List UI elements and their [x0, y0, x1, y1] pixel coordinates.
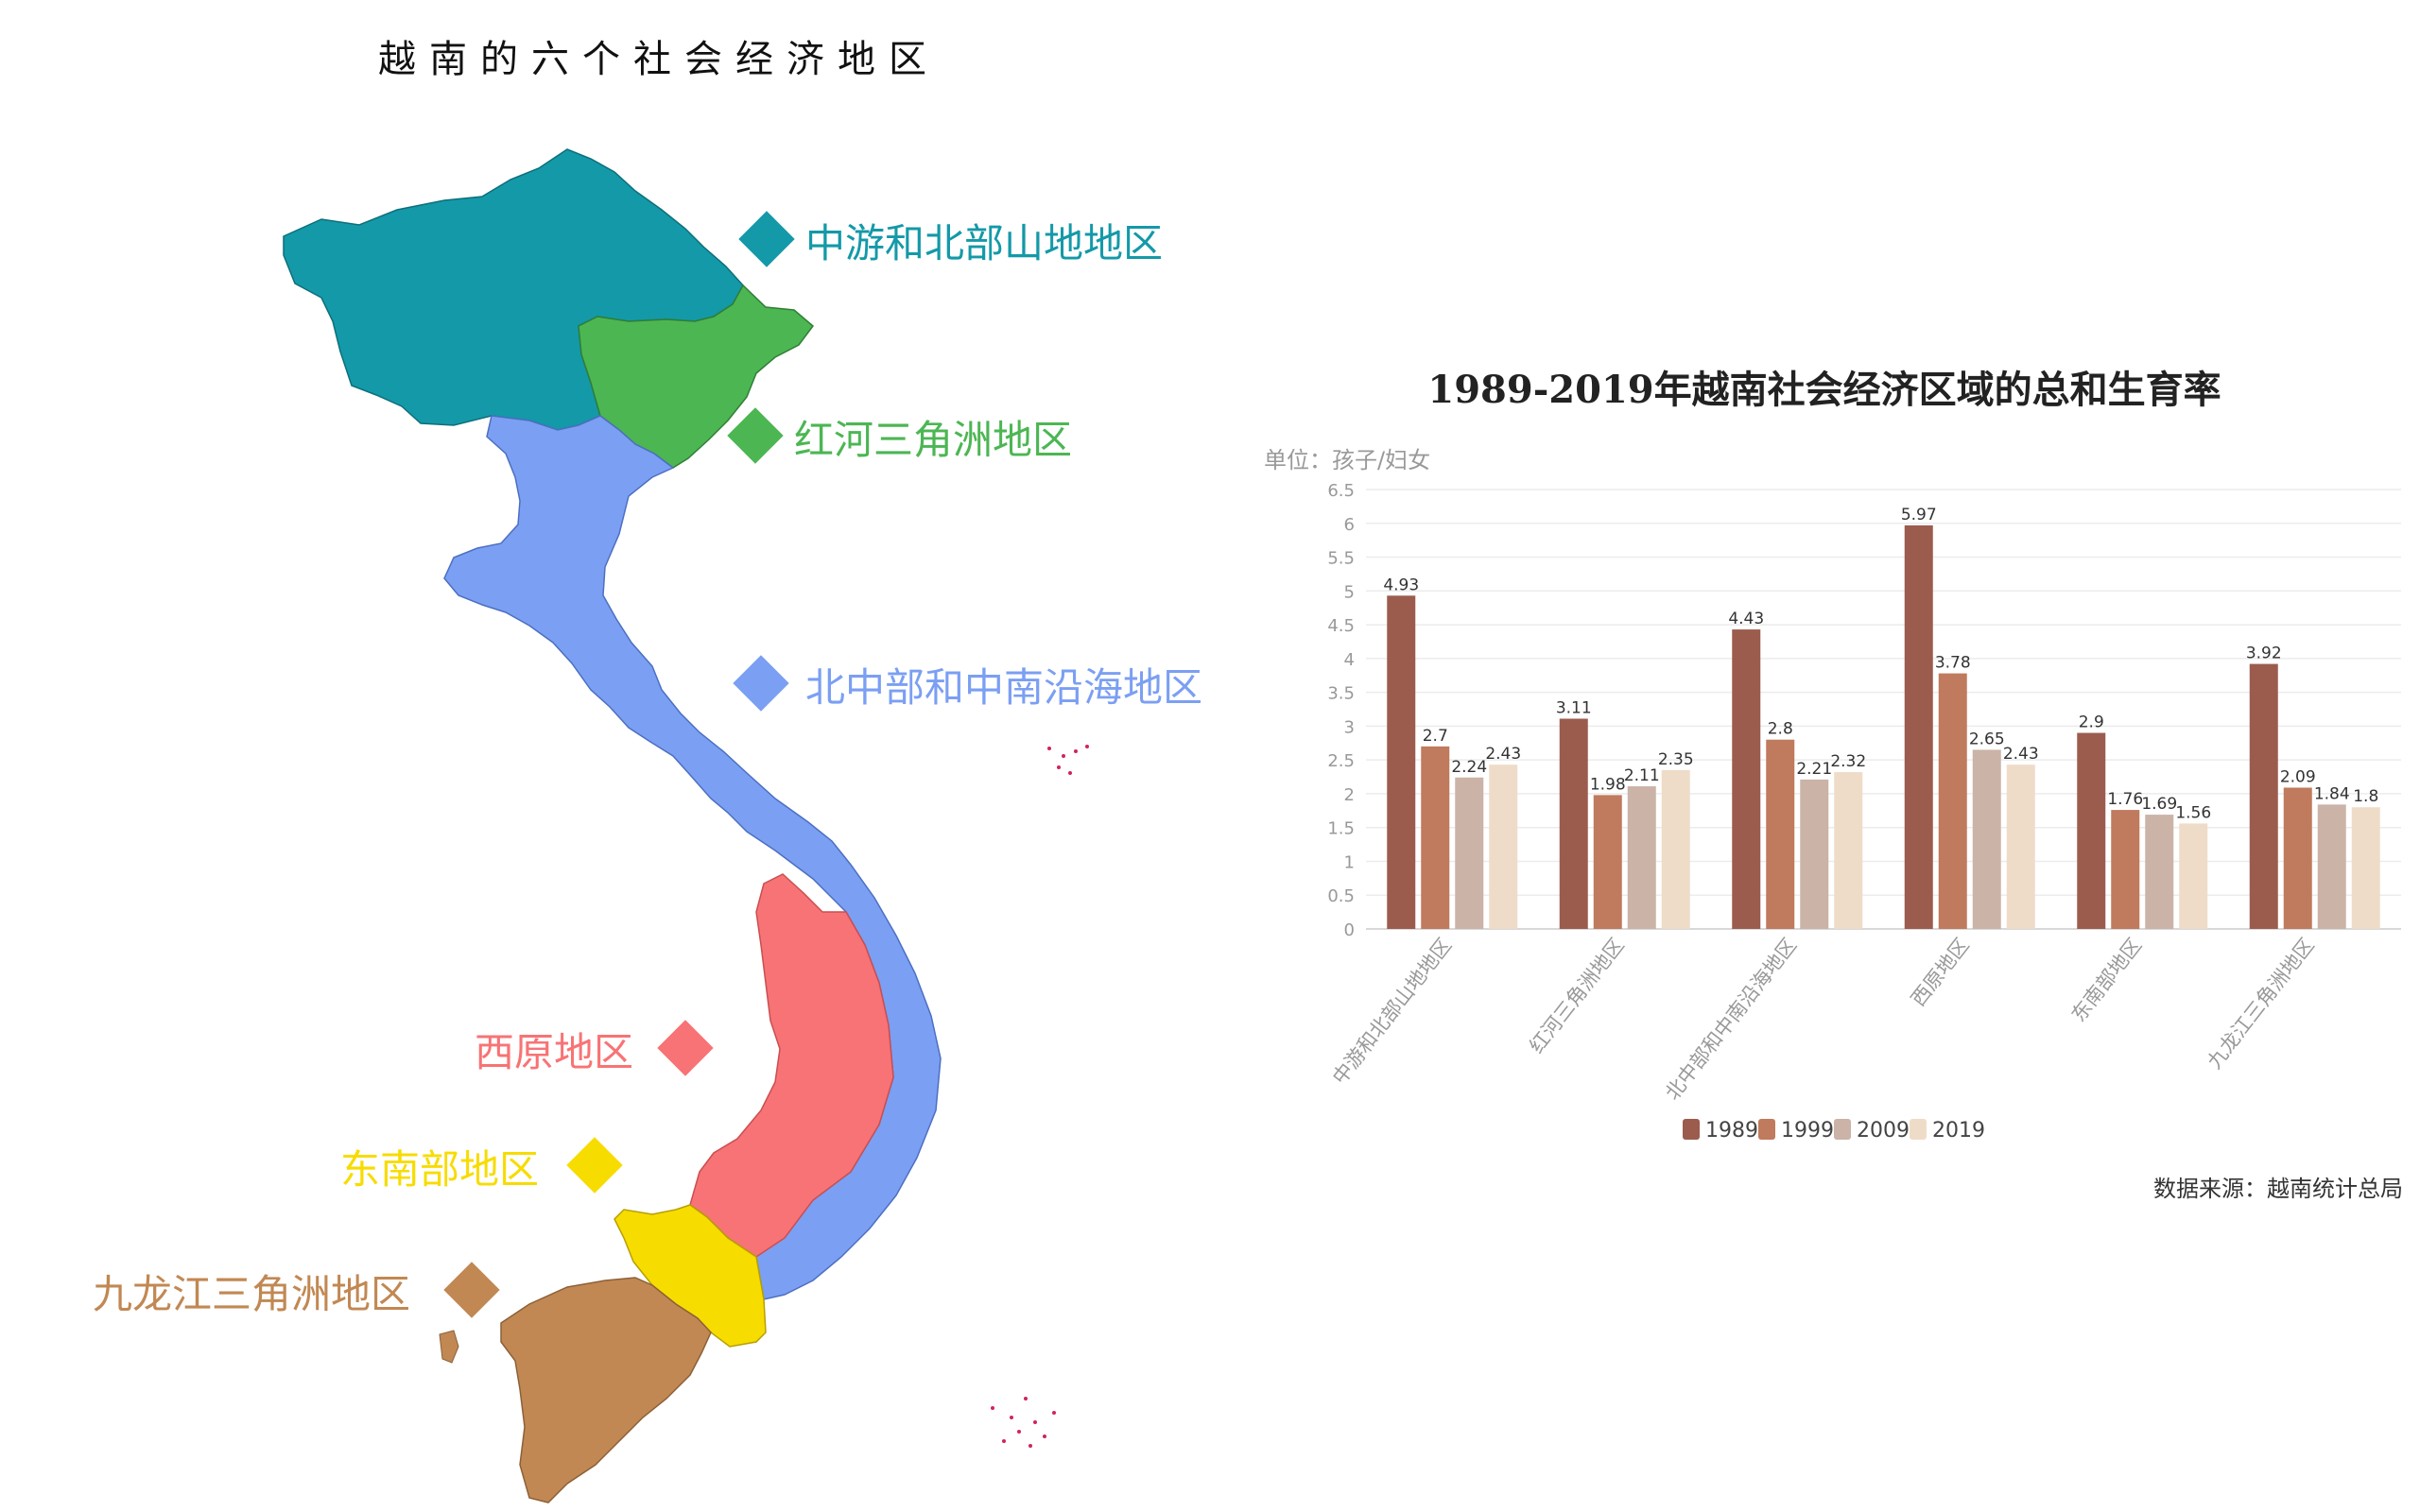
bar-1989[interactable] [2249, 663, 2278, 929]
x-tick-label: 东南部地区 [2067, 934, 2147, 1026]
x-tick-label: 北中部和中南沿海地区 [1661, 934, 1801, 1104]
legend-swatch-2009[interactable] [1834, 1119, 1851, 1140]
region-label-central-highlands: 西原地区 [475, 1029, 634, 1075]
y-axis-unit-label: 单位：孩子/妇女 [1264, 447, 1430, 473]
bar-1999[interactable] [2111, 810, 2140, 929]
x-tick-label: 西原地区 [1907, 934, 1974, 1010]
map-region-north-central-coast[interactable] [443, 415, 942, 1300]
y-tick-label: 6.5 [1327, 481, 1355, 501]
bar-2009[interactable] [2317, 804, 2346, 929]
bar-2009[interactable] [1455, 777, 1484, 929]
region-label-red-river-delta: 红河三角洲地区 [794, 417, 1073, 463]
y-tick-label: 0.5 [1327, 886, 1355, 906]
data-label: 2.9 [2079, 713, 2104, 732]
data-label: 1.56 [2175, 803, 2211, 822]
region-label-north-central-coast: 北中部和中南沿海地区 [805, 664, 1203, 711]
x-tick-label: 中游和北部山地地区 [1328, 934, 1456, 1089]
map-region-mekong-delta[interactable] [500, 1277, 712, 1503]
region-label-northern-midlands: 中游和北部山地地区 [805, 220, 1164, 266]
x-tick-label: 红河三角洲地区 [1525, 934, 1628, 1057]
bar-2009[interactable] [1972, 749, 2001, 929]
y-tick-label: 3.5 [1327, 684, 1355, 704]
region-label-southeast: 东南部地区 [340, 1146, 540, 1193]
data-label: 2.32 [1830, 752, 1866, 771]
bar-1999[interactable] [1938, 673, 1967, 929]
y-tick-label: 3 [1344, 717, 1355, 737]
bar-2019[interactable] [2006, 765, 2035, 929]
map-title: 越南的六个社会经济地区 [378, 38, 940, 81]
region-label-mekong-delta: 九龙江三角洲地区 [93, 1271, 411, 1317]
data-label: 2.65 [1969, 730, 2005, 748]
bar-1999[interactable] [1766, 739, 1795, 929]
y-tick-label: 2.5 [1327, 751, 1355, 771]
bar-1999[interactable] [2283, 787, 2312, 929]
data-label: 2.09 [2280, 767, 2316, 786]
legend-label-1999[interactable]: 1999 [1781, 1119, 1834, 1143]
data-label: 4.93 [1383, 576, 1419, 594]
legend-label-1989[interactable]: 1989 [1705, 1119, 1758, 1143]
legend-label-2009[interactable]: 2009 [1857, 1119, 1910, 1143]
y-tick-label: 1.5 [1327, 819, 1355, 839]
data-label: 4.43 [1728, 610, 1764, 628]
bar-2019[interactable] [2351, 807, 2380, 929]
bar-1989[interactable] [2077, 732, 2106, 929]
bar-1989[interactable] [1387, 595, 1416, 929]
bar-2019[interactable] [1489, 765, 1518, 929]
y-axis-ticks: 0 0.5 1 1.5 2 2.5 3 3.5 4 4.5 5 5.5 6 6.5 [1327, 481, 1355, 940]
legend-swatch-1999[interactable] [1758, 1119, 1775, 1140]
data-label: 2.35 [1658, 750, 1694, 769]
data-label: 2.21 [1796, 760, 1832, 779]
gridlines [1366, 489, 2401, 930]
y-tick-label: 1 [1344, 852, 1355, 872]
data-label: 2.8 [1768, 720, 1793, 739]
data-label: 1.76 [2107, 790, 2143, 809]
y-tick-label: 5 [1344, 582, 1355, 602]
data-label: 2.24 [1451, 758, 1487, 777]
data-label: 2.43 [1485, 745, 1521, 764]
data-label: 5.97 [1901, 506, 1937, 524]
bar-1989[interactable] [1559, 718, 1588, 929]
data-label: 1.8 [2353, 787, 2378, 806]
data-label: 2.7 [1423, 727, 1448, 746]
x-tick-label: 九龙江三角洲地区 [2203, 934, 2318, 1073]
bar-1989[interactable] [1732, 629, 1761, 929]
data-label: 1.84 [2314, 784, 2350, 803]
map-island-phu-quoc [439, 1330, 459, 1364]
bar-1989[interactable] [1904, 524, 1933, 929]
bar-2019[interactable] [1834, 772, 1863, 929]
data-labels: 4.932.72.242.433.111.982.112.354.432.82.… [1383, 506, 2378, 822]
data-label: 3.92 [2246, 644, 2282, 663]
legend-swatch-1989[interactable] [1683, 1119, 1700, 1140]
y-tick-label: 2 [1344, 785, 1355, 805]
chart-title: 1989-2019年越南社会经济区域的总和生育率 [1427, 368, 2221, 412]
y-tick-label: 4 [1344, 650, 1355, 670]
bar-2009[interactable] [1627, 786, 1656, 929]
y-tick-label: 0 [1344, 920, 1355, 940]
legend-swatch-2019[interactable] [1910, 1119, 1927, 1140]
bar-1999[interactable] [1593, 795, 1622, 929]
chart-legend: 1989 1999 2009 2019 [1683, 1119, 1985, 1143]
data-label: 2.43 [2003, 745, 2039, 764]
legend-label-2019[interactable]: 2019 [1932, 1119, 1985, 1143]
offshore-islands-spratly [991, 1397, 1056, 1448]
data-label: 3.78 [1935, 654, 1971, 673]
bar-2009[interactable] [2145, 815, 2174, 929]
data-label: 1.69 [2141, 795, 2177, 814]
data-label: 3.11 [1556, 699, 1592, 718]
bar-1999[interactable] [1421, 746, 1450, 929]
y-tick-label: 5.5 [1327, 549, 1355, 569]
bar-2019[interactable] [1661, 769, 1690, 929]
vietnam-map [283, 148, 1089, 1503]
y-tick-label: 4.5 [1327, 616, 1355, 636]
x-axis-ticks: 中游和北部山地地区 红河三角洲地区 北中部和中南沿海地区 西原地区 东南部地区 九龙江三角… [1328, 934, 2319, 1104]
y-tick-label: 6 [1344, 515, 1355, 535]
data-label: 2.11 [1624, 766, 1660, 785]
data-label: 1.98 [1590, 775, 1626, 794]
bar-2009[interactable] [1800, 779, 1829, 929]
bar-marks [1387, 524, 2380, 929]
bar-2019[interactable] [2179, 823, 2208, 929]
data-source-note: 数据来源：越南统计总局 [2153, 1176, 2403, 1202]
offshore-islands-paracel [1047, 745, 1089, 775]
